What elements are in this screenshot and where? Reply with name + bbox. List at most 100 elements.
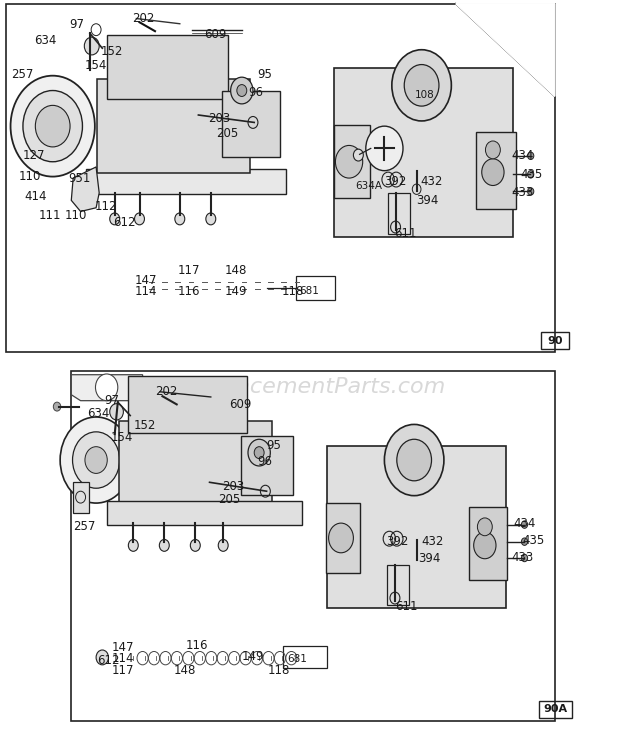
Bar <box>412 88 441 102</box>
Circle shape <box>110 213 120 225</box>
Text: 149: 149 <box>225 285 247 298</box>
Circle shape <box>84 37 99 55</box>
FancyBboxPatch shape <box>334 68 513 237</box>
FancyBboxPatch shape <box>469 507 507 580</box>
Text: 392: 392 <box>386 535 409 548</box>
Bar <box>541 332 569 349</box>
Text: 152: 152 <box>133 418 156 432</box>
Circle shape <box>474 532 496 559</box>
Text: 152: 152 <box>101 45 123 59</box>
Circle shape <box>135 213 144 225</box>
Text: 634: 634 <box>34 34 56 47</box>
Bar <box>6 4 555 352</box>
Circle shape <box>128 539 138 551</box>
Bar <box>388 193 410 234</box>
Text: 433: 433 <box>512 186 534 200</box>
Text: 434: 434 <box>512 149 534 162</box>
Text: 634A: 634A <box>355 182 383 191</box>
Text: 148: 148 <box>174 663 196 677</box>
Circle shape <box>96 650 108 665</box>
FancyBboxPatch shape <box>107 501 302 525</box>
Text: 96: 96 <box>248 85 263 99</box>
Text: 90: 90 <box>547 335 563 346</box>
Text: 97: 97 <box>69 18 84 31</box>
Circle shape <box>528 171 534 178</box>
Circle shape <box>254 447 264 459</box>
Text: 681: 681 <box>287 654 307 664</box>
Circle shape <box>95 374 118 401</box>
Text: 114: 114 <box>135 285 157 298</box>
Circle shape <box>521 538 528 545</box>
Circle shape <box>335 145 363 178</box>
FancyBboxPatch shape <box>476 132 516 209</box>
Text: 112: 112 <box>95 200 117 213</box>
Text: 96: 96 <box>257 455 272 468</box>
Text: 609: 609 <box>229 398 252 411</box>
Circle shape <box>329 523 353 553</box>
Text: 148: 148 <box>225 264 247 278</box>
Circle shape <box>231 77 253 104</box>
FancyBboxPatch shape <box>334 125 370 198</box>
Text: 95: 95 <box>267 439 281 452</box>
FancyBboxPatch shape <box>327 446 506 608</box>
Text: 111: 111 <box>39 209 61 222</box>
Bar <box>283 646 327 668</box>
FancyBboxPatch shape <box>222 91 280 157</box>
Circle shape <box>218 539 228 551</box>
Polygon shape <box>456 4 555 96</box>
Text: 114: 114 <box>112 652 134 666</box>
Text: 108: 108 <box>415 90 435 100</box>
Circle shape <box>404 65 439 106</box>
Circle shape <box>23 91 82 162</box>
Text: 951: 951 <box>68 171 91 185</box>
Text: 433: 433 <box>512 551 534 565</box>
Circle shape <box>384 424 444 496</box>
FancyBboxPatch shape <box>97 79 250 173</box>
Circle shape <box>521 521 528 528</box>
Text: 392: 392 <box>384 175 407 188</box>
Text: 634: 634 <box>87 407 109 420</box>
Circle shape <box>528 152 534 160</box>
Text: 97: 97 <box>104 394 119 407</box>
FancyBboxPatch shape <box>107 35 228 99</box>
Circle shape <box>53 402 61 411</box>
Text: 394: 394 <box>418 552 440 565</box>
Text: 432: 432 <box>420 175 443 188</box>
Circle shape <box>366 126 403 171</box>
Bar <box>387 565 409 605</box>
Circle shape <box>11 76 95 177</box>
Text: 414: 414 <box>25 190 47 203</box>
Text: 611: 611 <box>396 600 418 613</box>
Text: 147: 147 <box>112 641 134 654</box>
Bar <box>71 371 555 721</box>
Circle shape <box>521 554 528 562</box>
Circle shape <box>85 447 107 473</box>
FancyBboxPatch shape <box>128 376 247 433</box>
Text: eReplacementParts.com: eReplacementParts.com <box>174 378 446 397</box>
Circle shape <box>190 539 200 551</box>
Bar <box>539 701 572 718</box>
Bar <box>296 276 335 300</box>
Text: 116: 116 <box>186 639 208 652</box>
FancyBboxPatch shape <box>326 503 360 573</box>
Text: 110: 110 <box>65 209 87 222</box>
Circle shape <box>391 221 401 233</box>
Text: 147: 147 <box>135 274 157 287</box>
Text: 435: 435 <box>521 168 543 181</box>
Circle shape <box>485 141 500 159</box>
Circle shape <box>35 105 70 147</box>
Text: 116: 116 <box>178 285 200 298</box>
Circle shape <box>159 539 169 551</box>
Text: 612: 612 <box>113 216 136 229</box>
Circle shape <box>73 432 120 488</box>
Text: 257: 257 <box>11 68 33 81</box>
Text: 154: 154 <box>110 431 133 444</box>
FancyBboxPatch shape <box>119 421 272 507</box>
Circle shape <box>477 518 492 536</box>
Circle shape <box>353 149 363 161</box>
Text: 117: 117 <box>112 663 134 677</box>
FancyBboxPatch shape <box>241 436 293 495</box>
Text: 90A: 90A <box>544 704 567 715</box>
Polygon shape <box>71 375 143 401</box>
Text: 110: 110 <box>19 170 41 183</box>
